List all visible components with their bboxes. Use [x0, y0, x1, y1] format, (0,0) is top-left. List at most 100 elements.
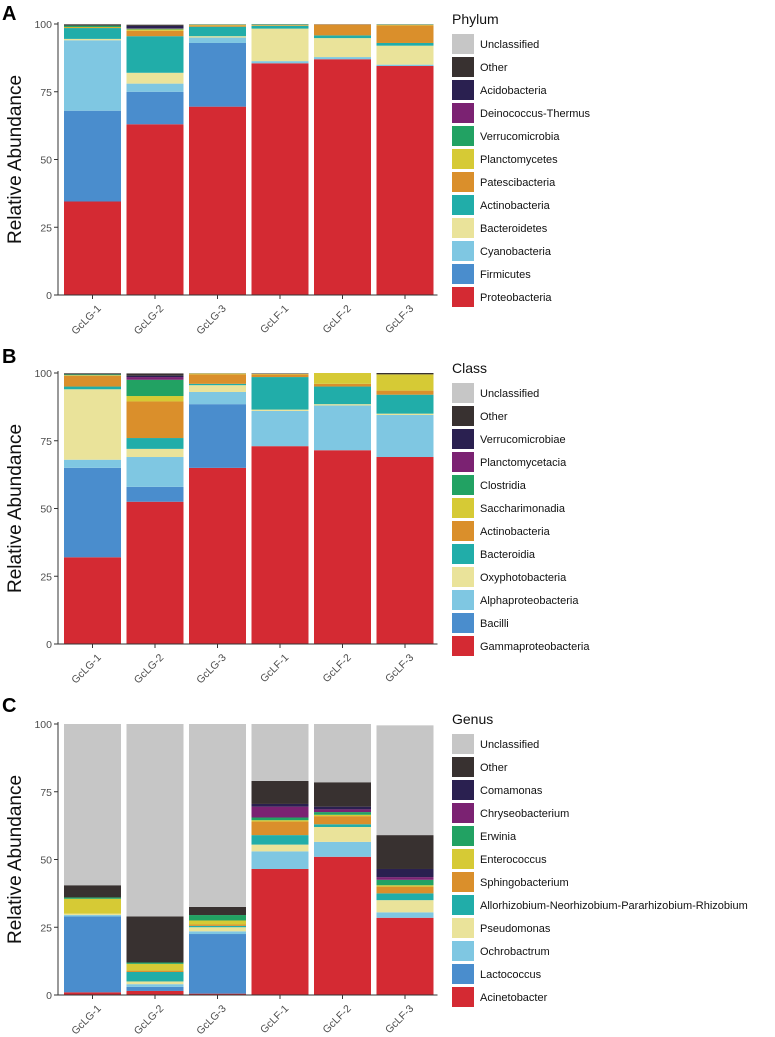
bar-segment-bacteroidetes-gclg-3 — [189, 36, 246, 38]
legend-label: Verrucomicrobiae — [480, 434, 566, 446]
legend-label: Unclassified — [480, 388, 539, 400]
legend-label: Other — [480, 62, 508, 74]
bar-segment-unclassified-gclf-3 — [376, 725, 434, 836]
bar-segment-other-gclf-1 — [251, 780, 309, 804]
bar-segment-oxyphotobacteria-gclg-3 — [189, 385, 246, 392]
bar-segment-sphingobacterium-gclf-3 — [376, 886, 434, 894]
bar-segment-other-gclg-2 — [126, 373, 184, 376]
legend-swatch — [452, 475, 474, 495]
y-tick-label: 0 — [46, 639, 52, 651]
legend-swatch — [452, 895, 474, 915]
legend-swatch — [452, 826, 474, 846]
legend-swatch — [452, 757, 474, 777]
legend-label: Planctomycetes — [480, 154, 558, 166]
legend-swatch — [452, 429, 474, 449]
bar-segment-other-gclf-3 — [376, 835, 434, 869]
bar-segment-unclassified-gclg-2 — [126, 724, 184, 917]
bar-segment-saccharimonadia-gclf-1 — [251, 373, 309, 375]
bar-segment-erwinia-gclg-1 — [64, 897, 121, 899]
bar-segment-sphingobacterium-gclg-2 — [126, 970, 184, 972]
y-tick-label: 50 — [40, 504, 52, 516]
legend-swatch — [452, 498, 474, 518]
legend-swatch — [452, 195, 474, 215]
legend-label: Saccharimonadia — [480, 503, 566, 515]
bar-segment-pseudomonas-gclf-1 — [251, 844, 309, 852]
legend-label: Unclassified — [480, 739, 539, 751]
legend-swatch — [452, 590, 474, 610]
bar-segment-other-gclg-2 — [126, 916, 184, 963]
bar-segment-actinobacteria-gclg-3 — [189, 26, 246, 37]
bar-segment-lactococcus-gclg-3 — [189, 934, 246, 994]
bar-segment-alphaproteobacteria-gclf-2 — [314, 405, 371, 451]
legend-label: Chryseobacterium — [480, 808, 569, 820]
bar-segment-erwinia-gclg-3 — [189, 915, 246, 921]
legend-label: Proteobacteria — [480, 292, 552, 304]
x-tick-label: GcLG-2 — [132, 1003, 167, 1037]
legend-label: Bacilli — [480, 618, 509, 630]
bar-segment-bacteroidetes-gclg-1 — [64, 38, 121, 41]
y-tick-label: 50 — [40, 155, 52, 167]
bar-segment-acinetobacter-gclg-3 — [189, 993, 246, 995]
bar-segment-oxyphotobacteria-gclf-3 — [376, 413, 434, 416]
legend-label: Other — [480, 411, 508, 423]
legend-label: Bacteroidia — [480, 549, 536, 561]
x-tick-label: GcLF-3 — [383, 652, 416, 685]
legend-label: Patescibacteria — [480, 177, 556, 189]
bar-segment-cyanobacteria-gclg-2 — [126, 83, 184, 92]
bar-segment-patescibacteria-gclf-1 — [251, 25, 309, 26]
bar-segment-oxyphotobacteria-gclg-1 — [64, 389, 121, 460]
bar-segment-acinetobacter-gclg-1 — [64, 992, 121, 995]
bar-segment-proteobacteria-gclf-3 — [376, 66, 434, 295]
bar-segment-pseudomonas-gclg-3 — [189, 927, 246, 932]
y-tick-label: 100 — [34, 19, 52, 31]
legend-label: Gammaproteobacteria — [480, 641, 590, 653]
bar-segment-bacilli-gclg-2 — [126, 486, 184, 502]
bar-segment-patescibacteria-gclg-1 — [64, 27, 121, 29]
legend-label: Ochrobactrum — [480, 946, 550, 958]
legend-label: Acinetobacter — [480, 992, 548, 1004]
legend-swatch — [452, 872, 474, 892]
bar-segment-other-gclg-2 — [126, 24, 184, 26]
bar-segment-actinobacteria-gclg-2 — [126, 401, 184, 439]
bar-segment-proteobacteria-gclf-2 — [314, 59, 371, 296]
bar-segment-ochrobactrum-gclg-2 — [126, 984, 184, 987]
bar-segment-allorhizobium-neorhizobium-pararhizobium-rhizobium-gclg-2 — [126, 971, 184, 982]
bar-segment-bacteroidetes-gclf-1 — [251, 28, 309, 62]
legend-title: Genus — [452, 711, 493, 727]
legend-swatch — [452, 803, 474, 823]
legend-label: Cyanobacteria — [480, 246, 552, 258]
bar-segment-acinetobacter-gclf-2 — [314, 856, 371, 995]
x-tick-label: GcLG-1 — [69, 1003, 104, 1037]
legend-swatch — [452, 849, 474, 869]
y-tick-label: 25 — [40, 222, 52, 234]
legend-title: Phylum — [452, 11, 499, 27]
legend-label: Pseudomonas — [480, 923, 551, 935]
bar-segment-bacteroidetes-gclg-2 — [126, 72, 184, 84]
bar-segment-actinobacteria-gclg-3 — [189, 374, 246, 384]
bar-segment-bacilli-gclg-3 — [189, 404, 246, 468]
x-tick-label: GcLF-1 — [258, 652, 291, 685]
bar-segment-bacteroidia-gclf-2 — [314, 386, 371, 405]
bar-segment-enterococcus-gclf-3 — [376, 885, 434, 887]
bar-segment-planctomycetes-gclg-2 — [126, 29, 184, 31]
x-tick-label: GcLG-3 — [194, 303, 229, 338]
bar-segment-gammaproteobacteria-gclg-3 — [189, 467, 246, 644]
bar-segment-bacteroidia-gclf-1 — [251, 377, 309, 410]
bar-segment-erwinia-gclf-3 — [376, 879, 434, 886]
legend-label: Unclassified — [480, 39, 539, 51]
bar-segment-verrucomicrobiae-gclg-2 — [126, 375, 184, 378]
bar-segment-cyanobacteria-gclf-1 — [251, 61, 309, 64]
legend-swatch — [452, 218, 474, 238]
y-tick-label: 50 — [40, 855, 52, 867]
bar-segment-cyanobacteria-gclg-1 — [64, 40, 121, 111]
bar-segment-saccharimonadia-gclg-2 — [126, 396, 184, 402]
y-tick-label: 75 — [40, 436, 52, 448]
y-axis-label: Relative Abundance — [5, 775, 26, 944]
x-tick-label: GcLG-2 — [132, 303, 167, 338]
y-tick-label: 75 — [40, 787, 52, 799]
y-axis-label: Relative Abundance — [5, 75, 26, 244]
legend-label: Clostridia — [480, 480, 527, 492]
bar-segment-bacteroidetes-gclf-3 — [376, 45, 434, 65]
bar-segment-saccharimonadia-gclf-2 — [314, 373, 371, 384]
bar-segment-unclassified-gclg-2 — [126, 373, 184, 374]
